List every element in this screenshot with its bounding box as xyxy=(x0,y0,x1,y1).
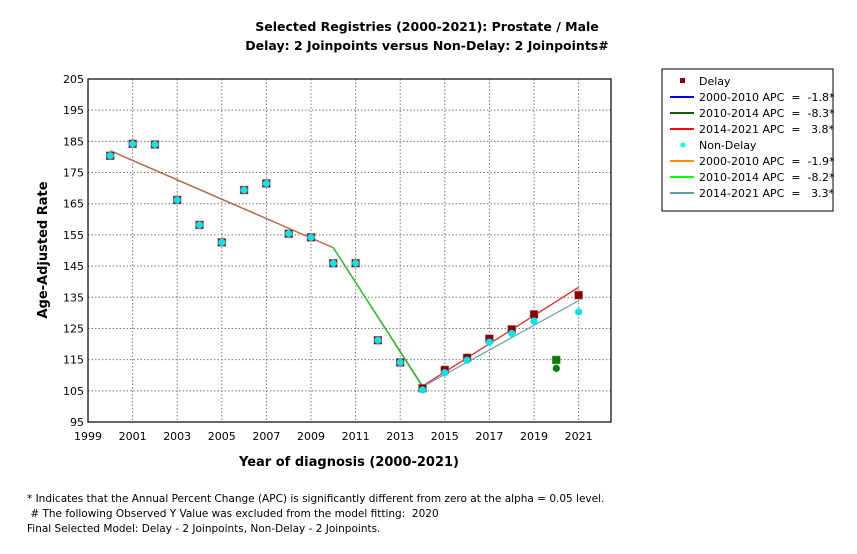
x-tick-label: 1999 xyxy=(74,430,102,443)
data-point-non-delay xyxy=(129,140,137,148)
x-tick-label: 2013 xyxy=(386,430,414,443)
y-tick-label: 145 xyxy=(63,260,84,273)
x-tick-label: 2017 xyxy=(475,430,503,443)
footnote-excluded: # The following Observed Y Value was exc… xyxy=(27,508,439,520)
legend-label: 2000-2010 APC = -1.8* xyxy=(699,91,835,104)
legend-label: 2000-2010 APC = -1.9* xyxy=(699,155,835,168)
footnote-significance: * Indicates that the Annual Percent Chan… xyxy=(27,493,605,505)
data-point-non-delay xyxy=(195,221,204,229)
data-point-non-delay xyxy=(575,308,583,316)
y-tick-label: 115 xyxy=(63,354,84,367)
data-point-non-delay xyxy=(262,179,270,188)
legend-label: 2010-2014 APC = -8.3* xyxy=(699,107,835,120)
y-tick-label: 125 xyxy=(63,322,84,335)
y-tick-label: 155 xyxy=(63,229,84,242)
x-tick-label: 2001 xyxy=(119,430,147,443)
x-tick-label: 2007 xyxy=(252,430,280,443)
excluded-point-delay-excluded- xyxy=(552,355,561,365)
legend-box xyxy=(661,68,834,212)
data-point-non-delay xyxy=(173,196,181,204)
x-axis-label: Year of diagnosis (2000-2021) xyxy=(238,455,459,470)
x-tick-label: 2009 xyxy=(297,430,325,443)
y-tick-label: 195 xyxy=(63,104,84,117)
data-point-non-delay xyxy=(485,338,493,346)
plot-frame xyxy=(87,78,612,423)
data-point-non-delay xyxy=(441,369,449,377)
x-tick-label: 2021 xyxy=(565,430,593,443)
y-tick-label: 135 xyxy=(63,291,84,304)
y-tick-label: 205 xyxy=(63,73,84,86)
legend: Delay 2000-2010 APC = -1.8* 2010-2014 APC … xyxy=(670,75,835,200)
chart-subtitle: Delay: 2 Joinpoints versus Non-Delay: 2 … xyxy=(245,38,608,53)
data-point-delay xyxy=(574,290,583,300)
data-points xyxy=(106,139,583,394)
legend-label: 2014-2021 APC = 3.8* xyxy=(699,123,834,136)
fit-line-non-delay-2010-2014 xyxy=(332,247,424,388)
joinpoint-chart: Selected Registries (2000-2021): Prostat… xyxy=(36,19,835,470)
legend-label: Delay xyxy=(699,75,731,88)
y-tick-label: 165 xyxy=(63,198,84,211)
data-point-delay xyxy=(529,310,539,319)
x-tick-label: 2011 xyxy=(342,430,370,443)
chart-title: Selected Registries (2000-2021): Prostat… xyxy=(255,19,599,34)
footnote-final-model: Final Selected Model: Delay - 2 Joinpoin… xyxy=(27,523,381,535)
fitted-lines xyxy=(110,150,579,388)
data-point-non-delay xyxy=(307,233,315,242)
data-point-non-delay xyxy=(218,238,226,246)
data-point-non-delay xyxy=(418,386,427,394)
data-point-non-delay xyxy=(508,329,516,338)
x-tick-label: 2015 xyxy=(431,430,459,443)
data-point-non-delay xyxy=(374,336,382,344)
legend-label: Non-Delay xyxy=(699,139,757,152)
y-tick-label: 185 xyxy=(63,135,84,148)
legend-marker-circle-icon xyxy=(680,142,686,148)
y-axis-ticks: 95 105 115 125 135 145 155 165 175 185 195 205 xyxy=(63,73,84,429)
x-tick-label: 2005 xyxy=(208,430,236,443)
data-point-non-delay xyxy=(329,259,337,267)
legend-marker-square-icon xyxy=(680,78,685,83)
excluded-point-non-delay-excluded- xyxy=(552,364,560,372)
x-axis-ticks: 1999 2001 2003 2005 2007 2009 2011 2013 2015 2017… xyxy=(74,430,593,443)
x-tick-label: 2003 xyxy=(163,430,191,443)
y-tick-label: 105 xyxy=(63,385,84,398)
data-point-non-delay xyxy=(463,356,471,364)
data-point-non-delay xyxy=(352,259,360,267)
fit-line-non-delay-2000-2010 xyxy=(110,150,334,249)
data-point-non-delay xyxy=(240,186,248,194)
data-point-non-delay xyxy=(151,140,159,149)
y-tick-label: 95 xyxy=(70,416,84,429)
y-axis-label: Age-Adjusted Rate xyxy=(36,181,51,318)
data-point-non-delay xyxy=(106,152,114,160)
legend-label: 2014-2021 APC = 3.3* xyxy=(699,187,834,200)
gridlines xyxy=(88,79,611,422)
legend-label: 2010-2014 APC = -8.2* xyxy=(699,171,835,184)
data-point-non-delay xyxy=(530,317,538,325)
data-point-non-delay xyxy=(396,358,404,367)
data-point-non-delay xyxy=(285,230,293,238)
x-tick-label: 2019 xyxy=(520,430,548,443)
y-tick-label: 175 xyxy=(63,167,84,180)
